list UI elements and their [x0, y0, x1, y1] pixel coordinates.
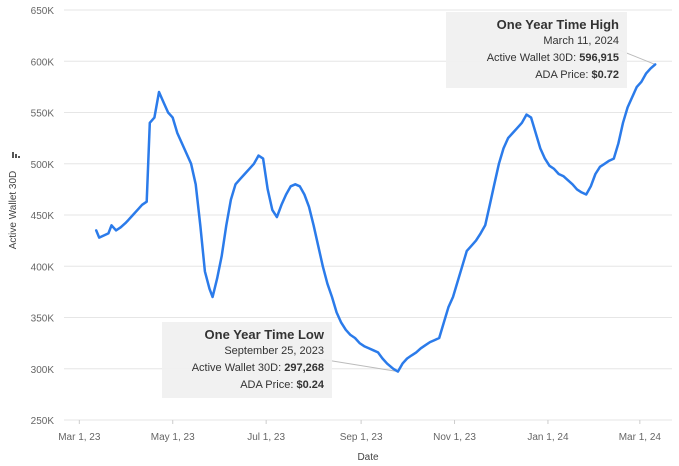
- callout-high-price-label: ADA Price:: [535, 69, 589, 81]
- sort-desc-icon[interactable]: [12, 152, 20, 158]
- x-axis-ticks: Mar 1, 23 May 1, 23 Jul 1, 23 Sep 1, 23 Nov …: [58, 420, 661, 443]
- series-layer: [94, 63, 657, 373]
- x-tick-label: Mar 1, 24: [619, 432, 662, 443]
- callout-one-year-high: One Year Time High March 11, 2024 Active…: [446, 12, 627, 88]
- x-tick-label: Nov 1, 23: [433, 432, 476, 443]
- y-tick-label: 650K: [31, 6, 55, 17]
- y-axis-title: Active Wallet 30D: [8, 171, 19, 250]
- y-tick-label: 450K: [31, 211, 55, 222]
- y-axis-ticks: 250K 300K 350K 400K 450K 500K 550K 600K 650K: [31, 6, 55, 427]
- x-tick-label: May 1, 23: [151, 432, 195, 443]
- y-tick-label: 600K: [31, 57, 55, 68]
- callout-low-title: One Year Time Low: [204, 327, 324, 342]
- y-tick-label: 350K: [31, 314, 55, 325]
- callout-high-title: One Year Time High: [496, 17, 619, 32]
- callout-one-year-low: One Year Time Low September 25, 2023 Act…: [162, 322, 332, 398]
- y-tick-label: 550K: [31, 109, 55, 120]
- callout-low-wallet-value: 297,268: [284, 362, 324, 374]
- callout-low-price-value: $0.24: [296, 379, 324, 391]
- callout-high-wallet-value: 596,915: [579, 52, 619, 64]
- callout-low-price-row: ADA Price: $0.24: [172, 377, 324, 394]
- callout-low-date: September 25, 2023: [224, 345, 324, 357]
- series-line[interactable]: [94, 63, 657, 373]
- callout-high-wallet-row: Active Wallet 30D: 596,915: [456, 50, 619, 67]
- x-axis-title: Date: [357, 452, 379, 463]
- x-tick-label: Jul 1, 23: [247, 432, 285, 443]
- callout-high-wallet-label: Active Wallet 30D:: [486, 52, 577, 64]
- callout-high-price-value: $0.72: [591, 69, 619, 81]
- x-tick-label: Mar 1, 23: [58, 432, 101, 443]
- callout-low-wallet-label: Active Wallet 30D:: [191, 362, 282, 374]
- y-axis-title-group: Active Wallet 30D: [8, 152, 20, 249]
- y-tick-label: 500K: [31, 160, 55, 171]
- callout-high-price-row: ADA Price: $0.72: [456, 67, 619, 84]
- y-tick-label: 250K: [31, 416, 55, 427]
- x-tick-label: Sep 1, 23: [340, 432, 383, 443]
- x-tick-label: Jan 1, 24: [527, 432, 569, 443]
- annotation-connectors: [313, 45, 656, 373]
- callout-low-wallet-row: Active Wallet 30D: 297,268: [172, 360, 324, 377]
- y-tick-label: 300K: [31, 365, 55, 376]
- callout-low-price-label: ADA Price:: [240, 379, 294, 391]
- y-tick-label: 400K: [31, 262, 55, 273]
- callout-high-date: March 11, 2024: [543, 35, 619, 47]
